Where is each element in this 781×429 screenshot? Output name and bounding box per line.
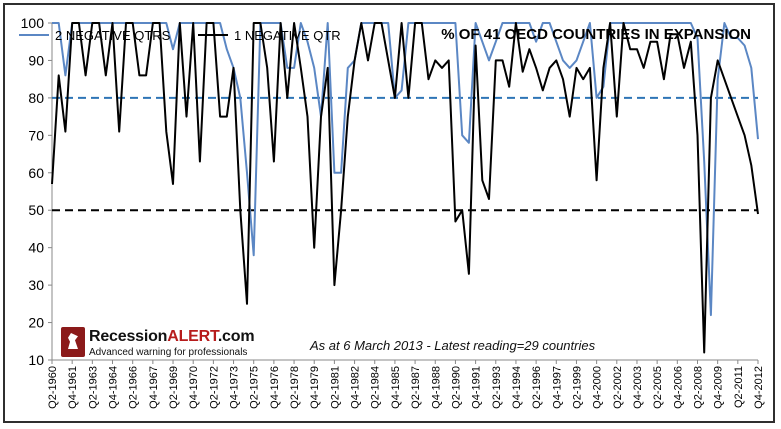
legend: 2 NEGATIVE QTRS 1 NEGATIVE QTR xyxy=(19,28,341,43)
reference-lines xyxy=(52,96,758,212)
y-tick-label: 90 xyxy=(28,52,44,68)
x-tick-label: Q2-1978 xyxy=(289,366,301,409)
x-tick-label: Q4-2006 xyxy=(672,366,684,409)
series-line-1-negative-qtr xyxy=(51,22,759,354)
y-tick-label: 50 xyxy=(28,202,44,218)
x-tick-label: Q4-1970 xyxy=(188,366,200,409)
x-tick-label: Q4-2012 xyxy=(753,366,765,409)
x-tick-label: Q2-1966 xyxy=(128,366,140,409)
x-tick-label: Q2-2002 xyxy=(612,366,624,409)
x-tick-label: Q4-2000 xyxy=(592,366,604,409)
recessionalert-logo: RecessionALERT.com Advanced warning for … xyxy=(61,327,255,361)
x-tick-label: Q4-2009 xyxy=(713,366,725,409)
x-tick-label: Q4-1997 xyxy=(551,366,563,409)
chart-frame: 10 20 30 40 50 60 70 80 90 100 Q2-1960 Q4-1961 Q2-19… xyxy=(3,3,775,423)
series-layer xyxy=(51,22,759,354)
x-tick-label: Q2-2011 xyxy=(733,366,745,408)
x-tick-label: Q2-1999 xyxy=(571,366,583,409)
x-tick-label: Q2-1996 xyxy=(531,366,543,409)
x-tick-label: Q4-1994 xyxy=(511,366,523,409)
x-tick-label: Q4-1961 xyxy=(67,366,79,409)
logo-name: RecessionALERT.com xyxy=(89,328,255,346)
x-tick-label: Q2-1969 xyxy=(168,366,180,409)
x-tick-label: Q4-1988 xyxy=(430,366,442,409)
x-tick-label: Q4-1979 xyxy=(309,366,321,409)
x-tick-label: Q2-1993 xyxy=(491,366,503,409)
chart-title: % OF 41 OECD COUNTRIES IN EXPANSION xyxy=(441,26,751,43)
y-tick-label: 80 xyxy=(28,90,44,106)
x-tick-label: Q2-1963 xyxy=(87,366,99,409)
x-tick-label: Q2-1981 xyxy=(329,366,341,409)
logo-name-suffix: .com xyxy=(217,328,255,345)
chart-axes: 10 20 30 40 50 60 70 80 90 100 Q2-1960 Q4-1961 Q2-19… xyxy=(21,15,765,409)
legend-label-2-negative-qtrs: 2 NEGATIVE QTRS xyxy=(55,28,171,43)
x-tick-label: Q2-2008 xyxy=(692,366,704,409)
logo-name-accent: ALERT xyxy=(167,328,218,345)
y-tick-label: 40 xyxy=(28,240,44,256)
x-tick-label: Q4-1973 xyxy=(229,366,241,409)
x-tick-label: Q4-1985 xyxy=(390,366,402,409)
latest-reading-note: As at 6 March 2013 - Latest reading=29 c… xyxy=(310,338,596,353)
y-tick-label: 10 xyxy=(28,352,44,368)
logo-horse-icon xyxy=(61,327,85,357)
x-tick-label: Q2-1990 xyxy=(450,366,462,409)
x-tick-label: Q4-1991 xyxy=(471,366,483,409)
line-chart: 10 20 30 40 50 60 70 80 90 100 Q2-1960 Q4-1961 Q2-19… xyxy=(19,15,765,409)
x-tick-label: Q2-1975 xyxy=(249,366,261,409)
x-tick-label: Q4-1964 xyxy=(108,366,120,409)
x-tick-label: Q2-1984 xyxy=(370,366,382,409)
x-tick-label: Q4-1982 xyxy=(350,366,362,409)
logo-name-plain: Recession xyxy=(89,328,168,345)
x-tick-label: Q2-1987 xyxy=(410,366,422,409)
x-tick-label: Q4-1976 xyxy=(269,366,281,409)
x-tick-label: Q2-1960 xyxy=(47,366,59,409)
y-tick-label: 70 xyxy=(28,127,44,143)
x-tick-label: Q2-1972 xyxy=(208,366,220,409)
y-tick-label: 20 xyxy=(28,315,44,331)
y-tick-label: 100 xyxy=(21,15,45,31)
logo-tagline: Advanced warning for professionals xyxy=(89,347,248,358)
x-tick-label: Q2-2005 xyxy=(652,366,664,409)
y-tick-label: 30 xyxy=(28,277,44,293)
x-tick-label: Q4-2003 xyxy=(632,366,644,409)
legend-label-1-negative-qtr: 1 NEGATIVE QTR xyxy=(234,28,341,43)
y-tick-label: 60 xyxy=(28,165,44,181)
x-tick-label: Q4-1967 xyxy=(148,366,160,409)
